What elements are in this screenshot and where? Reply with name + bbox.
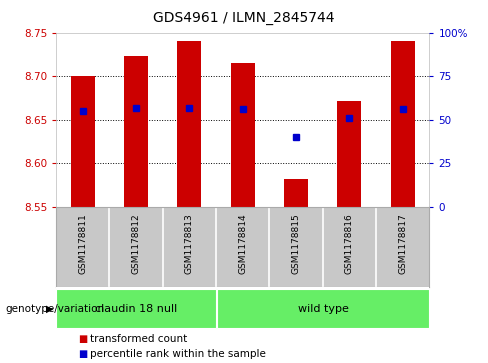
Text: GSM1178812: GSM1178812 (132, 213, 141, 274)
Bar (337, 101, 362, 207)
Text: ■: ■ (78, 334, 87, 344)
Text: ▶: ▶ (46, 303, 54, 314)
Text: GSM1178817: GSM1178817 (398, 213, 407, 274)
Bar (217, 289, 429, 328)
Text: GSM1178816: GSM1178816 (345, 213, 354, 274)
Bar (284, 179, 308, 207)
Text: GSM1178815: GSM1178815 (292, 213, 301, 274)
Bar (56, 289, 216, 328)
Text: transformed count: transformed count (90, 334, 187, 344)
Text: ■: ■ (78, 349, 87, 359)
Text: GDS4961 / ILMN_2845744: GDS4961 / ILMN_2845744 (153, 11, 335, 25)
Bar (178, 41, 202, 207)
Text: GSM1178813: GSM1178813 (185, 213, 194, 274)
Text: GSM1178814: GSM1178814 (238, 213, 247, 274)
Bar (124, 56, 148, 207)
Text: GSM1178811: GSM1178811 (78, 213, 87, 274)
Bar (391, 41, 415, 207)
Bar (71, 76, 95, 207)
Text: percentile rank within the sample: percentile rank within the sample (90, 349, 266, 359)
Text: claudin 18 null: claudin 18 null (95, 303, 177, 314)
Text: wild type: wild type (298, 303, 349, 314)
Text: genotype/variation: genotype/variation (5, 303, 104, 314)
Bar (231, 63, 255, 207)
